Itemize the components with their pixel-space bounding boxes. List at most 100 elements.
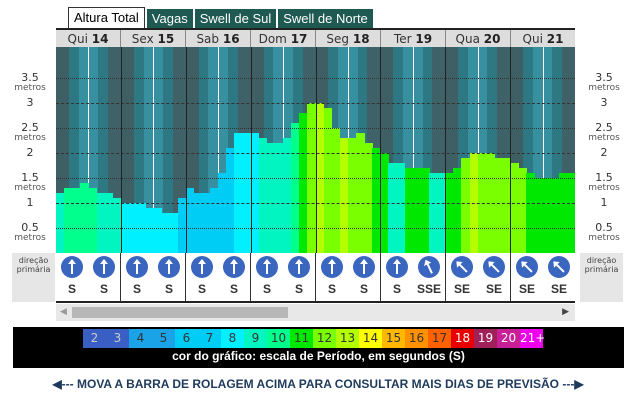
period-swatch: 13 — [336, 329, 359, 348]
day-number: 17 — [290, 32, 308, 46]
direction-item: SE — [446, 253, 478, 301]
tab-vagas[interactable]: Vagas — [146, 9, 193, 29]
wave-bar — [64, 188, 73, 253]
tab-altura-total[interactable]: Altura Total — [68, 7, 145, 31]
time-band — [393, 47, 404, 253]
wave-bar — [299, 113, 308, 253]
noon-line — [153, 47, 155, 253]
y-tick-label: 0.5 metros — [8, 221, 52, 243]
direction-arrow-icon — [418, 256, 440, 278]
direction-row: S S S S S S S S S S S SSE SE SE SE SE — [56, 253, 575, 303]
unit-label: metros — [14, 233, 46, 243]
day-divider — [380, 47, 382, 253]
wave-bar — [169, 213, 179, 253]
direction-item: S — [88, 253, 120, 301]
wave-bar — [210, 188, 219, 253]
direction-label: SE — [518, 282, 535, 296]
day-number: 20 — [483, 32, 501, 46]
time-band — [523, 47, 534, 253]
wave-bar — [331, 128, 341, 253]
day-name: Ter — [393, 32, 412, 46]
tab-swell-de-sul[interactable]: Swell de Sul — [194, 9, 277, 29]
direction-arrow-icon — [61, 256, 83, 278]
scroll-left-arrow-icon[interactable]: ◀ — [60, 307, 67, 317]
y-tick-label: 3 — [26, 96, 34, 109]
direction-arrow-icon — [353, 256, 375, 278]
day-name: Qua — [455, 32, 480, 46]
y-tick-label: 1 — [600, 196, 608, 209]
y-tick-label: 3 — [600, 96, 608, 109]
y-tick-label: 2 — [600, 146, 608, 159]
day-number: 14 — [91, 32, 109, 46]
direction-arrow-icon — [451, 256, 473, 278]
direction-label: S — [392, 282, 401, 296]
direction-label: S — [67, 282, 76, 296]
wave-bar — [201, 193, 211, 253]
direction-label: S — [262, 282, 271, 296]
noon-line — [218, 47, 220, 253]
direction-item: SE — [543, 253, 575, 301]
time-band — [458, 47, 469, 253]
direction-arrow-icon — [256, 256, 278, 278]
day-header-5: Ter 19 — [381, 30, 446, 49]
day-header-1: Sex 15 — [121, 30, 186, 49]
period-swatch: 12 — [313, 329, 336, 348]
period-color-legend: 2 3 4 5 6 7 8 9 10 11 12 13 14 15 16 17 18 19 20 21+ cor do… — [13, 327, 624, 368]
time-band — [68, 47, 80, 253]
direction-item: SE — [478, 253, 510, 301]
wave-bar — [283, 138, 292, 253]
direction-item: SSE — [413, 253, 445, 301]
tab-swell-de-norte[interactable]: Swell de Norte — [278, 9, 373, 29]
direction-label: S — [132, 282, 141, 296]
direction-item: S — [316, 253, 348, 301]
day-name: Dom — [258, 32, 287, 46]
direction-arrow-icon — [516, 256, 538, 278]
direction-item: S — [121, 253, 153, 301]
day-divider — [120, 47, 122, 253]
wave-height-chart — [56, 47, 575, 253]
unit-label: metros — [14, 83, 46, 93]
y-tick-label: 3.5 metros — [582, 71, 626, 93]
day-name: Seg — [326, 32, 350, 46]
wave-bar — [404, 168, 414, 253]
wave-bar — [453, 168, 463, 253]
day-divider — [510, 47, 512, 253]
day-name: Sex — [131, 32, 154, 46]
wave-bar — [550, 178, 560, 253]
y-tick-label: 2.5 metros — [8, 121, 52, 143]
scroll-right-arrow-icon[interactable]: ▶ — [562, 307, 569, 317]
direction-item: S — [153, 253, 185, 301]
period-swatch: 15 — [382, 329, 405, 348]
time-band — [120, 47, 135, 253]
wave-bar — [388, 163, 398, 253]
direction-arrow-icon — [93, 256, 115, 278]
day-header-4: Seg 18 — [316, 30, 381, 49]
y-tick-label: 2 — [26, 146, 34, 159]
day-name: Sab — [196, 32, 220, 46]
day-header-3: Dom 17 — [251, 30, 316, 49]
y-tick-label: 1.5 metros — [8, 171, 52, 193]
direction-arrow-icon — [126, 256, 148, 278]
time-band — [487, 47, 498, 253]
unit-label: metros — [588, 183, 620, 193]
y-tick-label: 1 — [26, 196, 34, 209]
time-band — [98, 47, 109, 253]
wave-bar — [566, 173, 575, 253]
direction-arrow-icon — [191, 256, 213, 278]
day-number: 19 — [415, 32, 433, 46]
wave-bar — [185, 188, 195, 253]
wave-bar — [534, 178, 544, 253]
scrollbar-thumb[interactable] — [72, 307, 288, 318]
direction-item: S — [251, 253, 283, 301]
wave-bar — [177, 198, 187, 253]
wave-bar — [323, 108, 333, 253]
unit-label: metros — [14, 183, 46, 193]
time-band — [163, 47, 174, 253]
wave-bar — [218, 173, 227, 253]
direction-label-right: direção primária — [580, 253, 623, 302]
horizontal-scrollbar[interactable]: ◀ ▶ — [56, 304, 575, 321]
day-number: 16 — [222, 32, 240, 46]
